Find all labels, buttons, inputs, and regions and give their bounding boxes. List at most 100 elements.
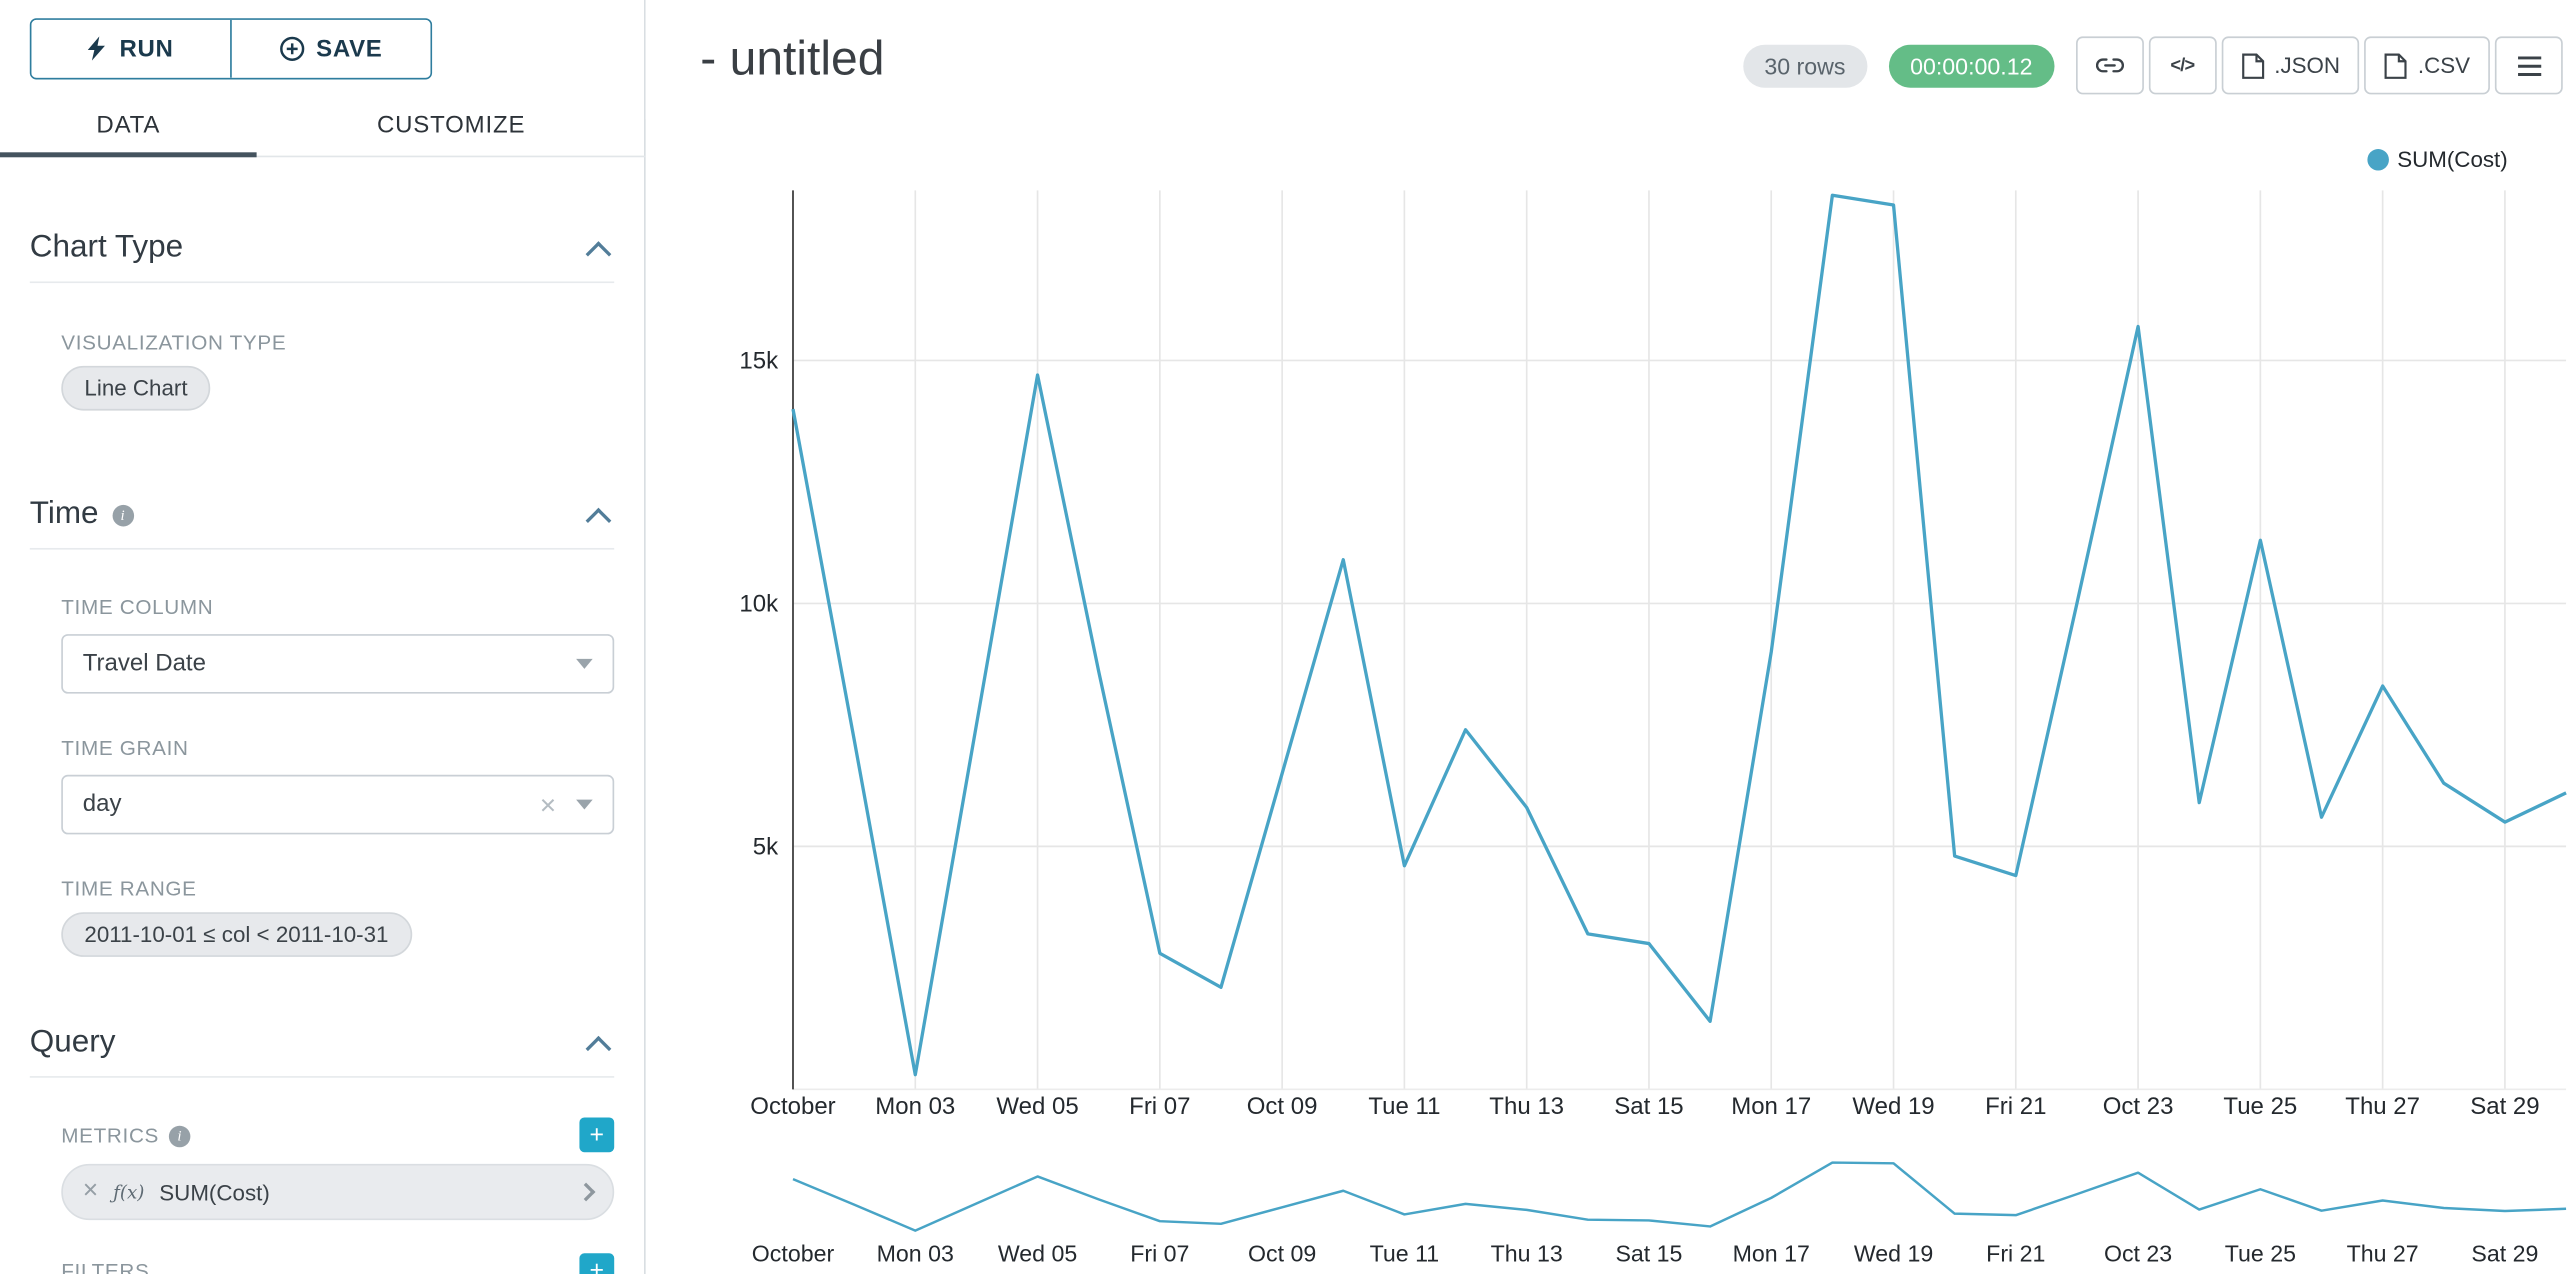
time-range-label-text: TIME RANGE <box>61 877 197 901</box>
time-grain-select[interactable]: day <box>61 774 615 835</box>
svg-text:Thu 27: Thu 27 <box>2345 1093 2420 1120</box>
export-button-group: .JSON .CSV <box>2075 36 2563 95</box>
embed-code-button[interactable] <box>2148 36 2217 95</box>
row-count-badge: 30 rows <box>1742 43 1868 87</box>
svg-text:Oct 23: Oct 23 <box>2103 1093 2174 1120</box>
legend-dot <box>2367 148 2389 171</box>
svg-text:Oct 09: Oct 09 <box>1248 1241 1316 1267</box>
svg-text:Mon 17: Mon 17 <box>1731 1093 1811 1120</box>
bolt-icon <box>88 36 106 61</box>
save-button-label: SAVE <box>316 35 383 63</box>
metric-chip[interactable]: ƒ(x) SUM(Cost) <box>61 1163 615 1221</box>
filters-label: FILTERS <box>61 1260 149 1274</box>
svg-text:Mon 03: Mon 03 <box>875 1093 955 1120</box>
viz-type-value: Line Chart <box>84 375 188 401</box>
svg-text:Mon 03: Mon 03 <box>877 1241 954 1267</box>
file-icon <box>2241 52 2264 79</box>
svg-text:10k: 10k <box>739 591 779 618</box>
export-csv-label: .CSV <box>2417 52 2471 78</box>
svg-text:Tue 11: Tue 11 <box>1368 1093 1440 1120</box>
time-column-label: TIME COLUMN <box>61 596 213 619</box>
section-title-chart-type: Chart Type <box>30 230 183 266</box>
section-title-time: Time <box>30 497 134 533</box>
info-icon <box>111 504 134 526</box>
add-metric-button[interactable] <box>579 1117 615 1153</box>
svg-text:October: October <box>750 1093 835 1120</box>
chevron-down-icon <box>576 799 593 810</box>
code-icon <box>2170 55 2194 75</box>
run-button[interactable]: RUN <box>31 19 231 78</box>
svg-text:Thu 27: Thu 27 <box>2347 1241 2419 1267</box>
overview-line-chart[interactable]: October Mon 03 Wed 05 Fri 07 Oct 09 Tue 11 Thu… <box>646 1149 2576 1274</box>
time-grain-value: day <box>82 791 122 818</box>
filters-label-text: FILTERS <box>61 1259 150 1274</box>
chart-type-title: Chart Type <box>29 230 184 265</box>
viz-type-pill[interactable]: Line Chart <box>61 365 211 411</box>
svg-text:October: October <box>752 1241 835 1267</box>
divider <box>29 547 615 550</box>
query-title: Query <box>29 1024 116 1060</box>
function-icon: ƒ(x) <box>113 1181 145 1203</box>
export-csv-button[interactable]: .CSV <box>2364 36 2490 95</box>
svg-text:Oct 23: Oct 23 <box>2104 1241 2172 1267</box>
svg-text:Thu 13: Thu 13 <box>1489 1093 1564 1120</box>
chart-title[interactable]: - untitled <box>700 33 885 87</box>
collapse-chevron-icon[interactable] <box>585 241 612 268</box>
remove-metric-icon[interactable] <box>83 1179 98 1205</box>
link-icon <box>2095 58 2124 73</box>
metrics-label: METRICS <box>61 1124 191 1148</box>
svg-text:Tue 25: Tue 25 <box>2223 1093 2297 1120</box>
save-button[interactable]: SAVE <box>230 19 431 78</box>
svg-text:Sat 29: Sat 29 <box>2471 1241 2538 1267</box>
time-grain-label: TIME GRAIN <box>61 737 188 760</box>
hamburger-icon <box>2517 55 2541 76</box>
chevron-right-icon <box>576 1182 596 1202</box>
svg-text:Sat 15: Sat 15 <box>1615 1241 1682 1267</box>
add-filter-button[interactable] <box>579 1253 615 1274</box>
svg-text:Oct 09: Oct 09 <box>1247 1093 1318 1120</box>
tab-data[interactable]: DATA <box>0 94 257 158</box>
metrics-label-text: METRICS <box>61 1124 160 1148</box>
control-panel: RUN SAVE DATA CUSTOMIZE Chart Type VISUA… <box>0 0 646 1274</box>
svg-text:5k: 5k <box>753 834 779 861</box>
time-title: Time <box>29 496 99 532</box>
svg-text:15k: 15k <box>739 348 779 375</box>
clear-icon[interactable] <box>540 791 556 819</box>
panel-tabs: DATA CUSTOMIZE <box>0 94 646 158</box>
run-save-group: RUN SAVE <box>29 18 433 80</box>
chart-legend[interactable]: SUM(Cost) <box>2367 147 2508 172</box>
time-column-label-text: TIME COLUMN <box>61 595 214 620</box>
time-column-value: Travel Date <box>82 650 206 678</box>
export-json-button[interactable]: .JSON <box>2221 36 2360 95</box>
svg-text:Thu 13: Thu 13 <box>1491 1241 1563 1267</box>
svg-text:Wed 19: Wed 19 <box>1854 1241 1933 1267</box>
viz-type-label: VISUALIZATION TYPE <box>61 331 286 354</box>
time-range-label: TIME RANGE <box>61 877 196 900</box>
svg-text:Mon 17: Mon 17 <box>1733 1241 1810 1267</box>
time-column-select[interactable]: Travel Date <box>61 634 615 694</box>
svg-text:Fri 07: Fri 07 <box>1129 1093 1190 1120</box>
time-range-pill[interactable]: 2011-10-01 ≤ col < 2011-10-31 <box>61 912 412 957</box>
info-icon <box>168 1124 191 1147</box>
collapse-chevron-icon[interactable] <box>585 507 612 534</box>
share-link-button[interactable] <box>2075 36 2144 95</box>
chart-menu-button[interactable] <box>2494 36 2563 95</box>
chevron-down-icon <box>576 658 593 669</box>
divider <box>29 281 615 284</box>
svg-text:Fri 21: Fri 21 <box>1985 1093 2046 1120</box>
file-icon <box>2385 52 2408 79</box>
svg-text:Wed 05: Wed 05 <box>996 1093 1078 1120</box>
main-line-chart[interactable]: October Mon 03 Wed 05 Fri 07 Oct 09 Tue 11 Thu… <box>646 141 2576 1134</box>
svg-text:Sat 15: Sat 15 <box>1614 1093 1683 1120</box>
svg-text:Wed 19: Wed 19 <box>1852 1093 1934 1120</box>
svg-text:Wed 05: Wed 05 <box>998 1241 1077 1267</box>
timer-badge: 00:00:00.12 <box>1888 43 2055 87</box>
svg-text:Sat 29: Sat 29 <box>2470 1093 2539 1120</box>
collapse-chevron-icon[interactable] <box>585 1035 612 1062</box>
chart-header: - untitled 30 rows 00:00:00.12 <box>645 0 2576 120</box>
chart-header-actions: 30 rows 00:00:00.12 .JSON <box>1742 36 2563 95</box>
tab-customize[interactable]: CUSTOMIZE <box>376 111 526 139</box>
svg-text:Fri 07: Fri 07 <box>1130 1241 1189 1267</box>
divider <box>29 1076 615 1078</box>
